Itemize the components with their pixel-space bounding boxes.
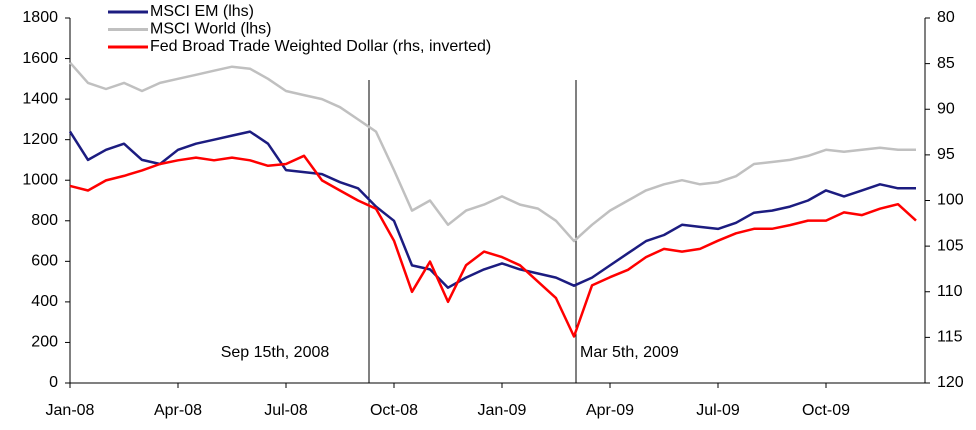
series-line bbox=[69, 154, 917, 338]
y-tick-label: 1400 bbox=[22, 90, 58, 107]
legend-label: MSCI EM (lhs) bbox=[150, 3, 254, 20]
x-tick-label: Apr-08 bbox=[154, 402, 202, 419]
y2-tick-label: 80 bbox=[937, 9, 955, 26]
y-tick-label: 200 bbox=[31, 334, 58, 351]
y2-tick-label: 85 bbox=[937, 55, 955, 72]
y-tick-label: 0 bbox=[49, 374, 58, 391]
y2-tick-label: 95 bbox=[937, 146, 955, 163]
x-tick-label: Oct-09 bbox=[802, 402, 850, 419]
x-tick-label: Oct-08 bbox=[370, 402, 418, 419]
series-line bbox=[69, 61, 916, 243]
legend-label: Fed Broad Trade Weighted Dollar (rhs, in… bbox=[150, 38, 491, 55]
y2-tick-label: 105 bbox=[937, 237, 964, 254]
annotation: Sep 15th, 2008 bbox=[221, 344, 330, 361]
y-tick-label: 600 bbox=[31, 253, 58, 270]
y-tick-label: 1200 bbox=[22, 131, 58, 148]
y2-tick-label: 120 bbox=[937, 374, 964, 391]
x-tick-label: Jan-09 bbox=[478, 402, 527, 419]
series-line bbox=[68, 130, 916, 289]
y-tick-label: 800 bbox=[31, 212, 58, 229]
y2-tick-label: 90 bbox=[937, 100, 955, 117]
legend-label: MSCI World (lhs) bbox=[150, 21, 272, 38]
annotation: Mar 5th, 2009 bbox=[580, 344, 679, 361]
y2-tick-label: 110 bbox=[937, 283, 963, 300]
y2-tick-label: 115 bbox=[937, 329, 963, 346]
y2-tick-label: 100 bbox=[937, 192, 964, 209]
y-tick-label: 1600 bbox=[22, 50, 58, 67]
x-tick-label: Apr-09 bbox=[586, 402, 634, 419]
x-tick-label: Jan-08 bbox=[46, 402, 95, 419]
y-tick-label: 1800 bbox=[22, 9, 58, 26]
x-tick-label: Jul-08 bbox=[264, 402, 308, 419]
y-tick-label: 1000 bbox=[22, 171, 58, 188]
x-tick-label: Jul-09 bbox=[696, 402, 740, 419]
y-tick-label: 400 bbox=[31, 293, 58, 310]
